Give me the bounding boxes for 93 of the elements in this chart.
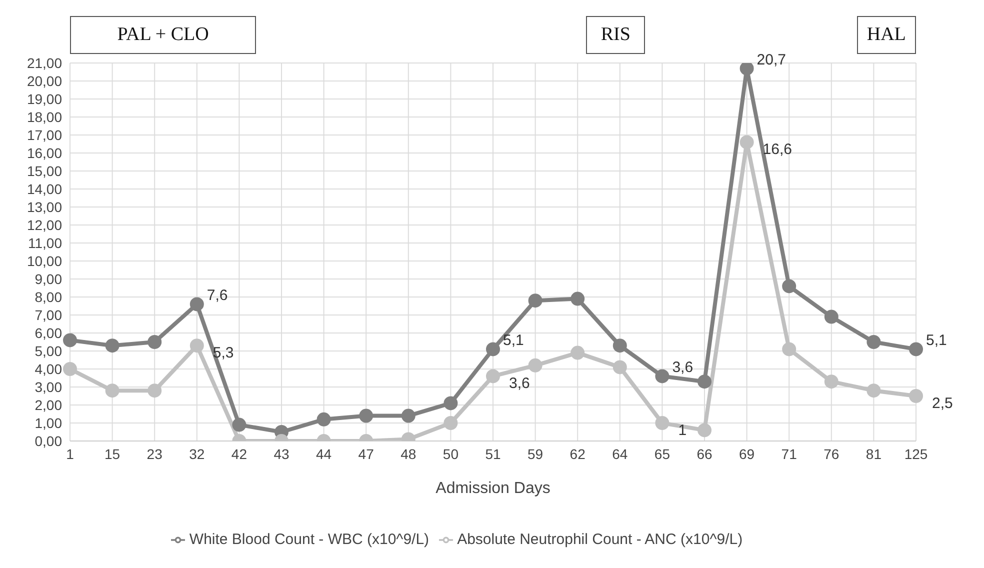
point — [444, 416, 458, 430]
point — [528, 358, 542, 372]
x-tick-label: 48 — [400, 446, 416, 462]
x-tick-label: 59 — [528, 446, 544, 462]
data-label: 5,1 — [503, 332, 524, 350]
x-tick-label: 44 — [316, 446, 332, 462]
y-tick-label: 14,00 — [26, 180, 62, 197]
y-tick-label: 17,00 — [26, 126, 62, 143]
note-frame: HAL — [856, 16, 916, 54]
y-tick-label: 8,00 — [34, 288, 62, 305]
x-tick-label: 32 — [189, 446, 205, 462]
point — [824, 310, 838, 324]
data-label: 7,6 — [206, 287, 228, 304]
x-tick-label: 64 — [612, 446, 628, 462]
data-label: 3,6 — [672, 359, 694, 376]
y-tick-label: 15,00 — [26, 162, 62, 179]
point — [698, 374, 712, 389]
y-tick-label: 19,00 — [26, 90, 62, 107]
y-tick-label: 21,00 — [26, 54, 62, 71]
point — [698, 423, 712, 438]
point — [909, 389, 923, 403]
note-frame: RIS — [586, 16, 646, 54]
y-tick-label: 3,00 — [34, 378, 62, 395]
y-tick-label: 0,00 — [34, 432, 62, 449]
x-tick-label: 42 — [231, 446, 248, 462]
y-tick-label: 7,00 — [34, 306, 62, 323]
data-label: 20,7 — [756, 51, 786, 68]
x-tick-label: 51 — [485, 446, 501, 462]
point — [740, 135, 754, 150]
x-tick-label: 47 — [358, 446, 374, 462]
point — [570, 346, 585, 360]
y-tick-label: 16,00 — [26, 144, 62, 161]
y-tick-label: 12,00 — [26, 216, 62, 233]
point — [866, 384, 881, 398]
point — [486, 369, 500, 384]
point — [655, 416, 670, 430]
y-tick-label: 2,00 — [34, 396, 62, 413]
data-label: 2,5 — [932, 395, 953, 412]
x-tick-label: 76 — [824, 446, 840, 462]
y-tick-label: 13,00 — [26, 198, 62, 215]
x-tick-label: 50 — [442, 446, 459, 462]
x-tick-label: 81 — [866, 446, 882, 462]
x-tick-label: 65 — [654, 446, 670, 462]
point — [63, 362, 77, 376]
x-tick-label: 23 — [146, 446, 163, 462]
x-tick-label: 62 — [570, 446, 586, 462]
point — [655, 369, 670, 384]
point — [612, 338, 627, 353]
y-tick-label: 9,00 — [34, 270, 62, 287]
note-frame: PAL + CLO — [70, 16, 256, 54]
x-axis-title: Admission Days — [436, 480, 550, 497]
point — [105, 338, 120, 353]
point — [232, 418, 246, 432]
x-tick-label: 69 — [739, 446, 755, 462]
y-tick-label: 4,00 — [34, 360, 62, 377]
point — [612, 360, 627, 374]
point — [359, 408, 374, 423]
x-tick-label: 66 — [696, 446, 712, 462]
point — [528, 294, 542, 308]
data-label: 3,6 — [509, 375, 530, 392]
y-tick-label: 20,00 — [26, 72, 62, 89]
point — [148, 335, 162, 349]
point — [782, 342, 796, 356]
point — [63, 333, 77, 348]
y-tick-label: 1,00 — [34, 414, 62, 431]
point — [148, 384, 162, 398]
legend-label: Absolute Neutrophil Count - ANC (x10^9/L) — [457, 531, 743, 548]
data-label: 5,1 — [926, 332, 947, 350]
point — [909, 342, 923, 356]
y-tick-label: 5,00 — [34, 342, 62, 359]
point — [401, 408, 416, 423]
x-tick-label: 1 — [66, 446, 74, 462]
x-tick-label: 125 — [904, 446, 928, 462]
point — [486, 342, 500, 356]
point — [866, 335, 881, 349]
point — [190, 338, 204, 353]
y-tick-label: 6,00 — [34, 324, 62, 341]
point — [316, 412, 331, 426]
y-tick-label: 10,00 — [26, 252, 62, 269]
point — [570, 292, 585, 306]
x-tick-label: 43 — [274, 446, 290, 462]
x-tick-label: 71 — [781, 446, 798, 462]
point — [190, 297, 204, 312]
point — [105, 384, 120, 398]
y-tick-label: 11,00 — [28, 234, 62, 251]
point — [444, 396, 458, 410]
data-label: 1 — [678, 422, 687, 439]
legend-label: White Blood Count - WBC (x10^9/L) — [189, 531, 430, 548]
y-tick-label: 18,00 — [26, 108, 62, 125]
x-tick-label: 15 — [104, 446, 120, 462]
point — [740, 63, 754, 76]
point — [782, 279, 796, 294]
point — [824, 374, 838, 389]
